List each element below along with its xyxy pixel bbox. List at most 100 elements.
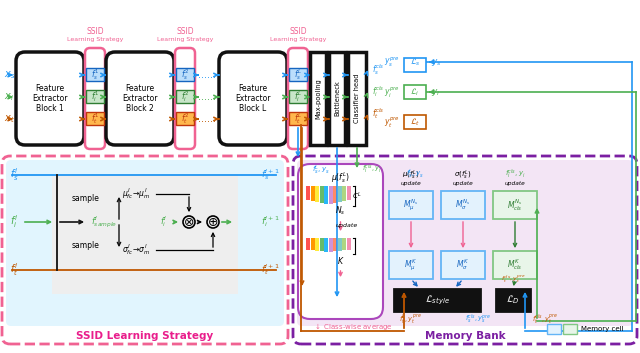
Text: $f_{sample}^l$: $f_{sample}^l$ xyxy=(91,214,117,230)
Text: $f_t^1$: $f_t^1$ xyxy=(91,112,99,126)
Text: $f_i^L$: $f_i^L$ xyxy=(294,90,302,104)
Bar xyxy=(324,238,328,252)
Bar xyxy=(86,112,104,125)
Bar xyxy=(176,90,194,103)
Text: $f_t^l$: $f_t^l$ xyxy=(10,262,19,279)
Bar xyxy=(86,68,104,81)
Bar xyxy=(389,251,433,279)
Text: $M_\mu^{N_s}$: $M_\mu^{N_s}$ xyxy=(403,197,419,213)
Text: $\mathcal{L}_s$: $\mathcal{L}_s$ xyxy=(410,56,420,68)
Text: sample: sample xyxy=(72,241,100,251)
Bar xyxy=(404,58,426,72)
Text: $f_s^{cls}, y_s^{pre}$: $f_s^{cls}, y_s^{pre}$ xyxy=(465,312,491,326)
Text: $\mathcal{L}_t$: $\mathcal{L}_t$ xyxy=(410,116,420,128)
Bar xyxy=(441,251,485,279)
Bar xyxy=(342,186,346,201)
Text: $\mu_{fc}^l \!\rightarrow\! \mu_m^l$: $\mu_{fc}^l \!\rightarrow\! \mu_m^l$ xyxy=(122,186,150,202)
Text: $f_i^l$: $f_i^l$ xyxy=(161,215,168,229)
Text: $\sigma(f_s^L)$: $\sigma(f_s^L)$ xyxy=(454,168,472,182)
Text: $\downarrow$ Class-wise average: $\downarrow$ Class-wise average xyxy=(313,321,393,331)
Bar xyxy=(86,90,104,103)
Text: Feature
Extractor
Block 2: Feature Extractor Block 2 xyxy=(122,84,157,113)
Text: $f_i^1$: $f_i^1$ xyxy=(91,90,99,104)
Text: $\sigma_{fc}^l \!\rightarrow\! \sigma_m^l$: $\sigma_{fc}^l \!\rightarrow\! \sigma_m^… xyxy=(122,243,150,257)
FancyBboxPatch shape xyxy=(16,52,84,145)
Text: $f_s^2$: $f_s^2$ xyxy=(181,67,189,83)
Text: $f_t^L, y_t^{pre}$: $f_t^L, y_t^{pre}$ xyxy=(399,312,422,325)
Text: $f_t^L$: $f_t^L$ xyxy=(294,112,302,126)
Bar xyxy=(333,238,337,251)
Text: update: update xyxy=(335,223,358,228)
Text: Memory Bank: Memory Bank xyxy=(425,331,506,341)
Text: Feature
Extractor
Block L: Feature Extractor Block L xyxy=(236,84,271,113)
Bar xyxy=(333,186,337,203)
Bar xyxy=(404,85,426,99)
Bar xyxy=(52,174,238,294)
Text: $M_\mu^K$: $M_\mu^K$ xyxy=(404,257,417,273)
FancyBboxPatch shape xyxy=(219,52,287,145)
FancyBboxPatch shape xyxy=(2,156,288,344)
Bar xyxy=(310,52,326,145)
Bar xyxy=(315,186,319,202)
Text: $f_s^l$: $f_s^l$ xyxy=(10,167,19,184)
Bar xyxy=(319,238,323,251)
Text: $f_t^{cls}, y_t^{pre}$: $f_t^{cls}, y_t^{pre}$ xyxy=(532,312,558,325)
Text: $C^L$: $C^L$ xyxy=(352,190,362,202)
Bar xyxy=(337,238,342,251)
Text: $f_i^{cls}, y_i$: $f_i^{cls}, y_i$ xyxy=(504,167,525,181)
Text: $N_s$: $N_s$ xyxy=(335,205,346,217)
Text: $\mathcal{L}_D$: $\mathcal{L}_D$ xyxy=(506,294,520,306)
Bar xyxy=(404,115,426,129)
Text: $x_s$: $x_s$ xyxy=(4,69,15,81)
Bar xyxy=(389,191,433,219)
Text: Feature
Extractor
Block 1: Feature Extractor Block 1 xyxy=(32,84,68,113)
Text: sample: sample xyxy=(72,194,100,203)
Bar xyxy=(289,112,307,125)
Text: $f_s^{cls}$: $f_s^{cls}$ xyxy=(372,62,384,77)
FancyBboxPatch shape xyxy=(298,164,383,319)
Text: Memory cell: Memory cell xyxy=(581,326,623,332)
Bar xyxy=(563,324,577,334)
Text: $f_s^L, y_s$: $f_s^L, y_s$ xyxy=(312,163,330,176)
Bar xyxy=(342,238,346,250)
Text: $f_s^L, y_s$: $f_s^L, y_s$ xyxy=(406,167,424,181)
Text: Learning Strategy: Learning Strategy xyxy=(270,37,326,42)
Bar xyxy=(289,90,307,103)
Text: ......: ...... xyxy=(198,70,216,80)
Text: $f_t^{l+1}$: $f_t^{l+1}$ xyxy=(261,263,280,277)
Bar xyxy=(346,186,351,201)
Bar xyxy=(176,112,194,125)
Text: $\otimes$: $\otimes$ xyxy=(183,215,195,228)
Bar xyxy=(337,186,342,202)
Text: $\oplus$: $\oplus$ xyxy=(207,215,219,228)
Bar xyxy=(547,324,561,334)
Text: $M_\sigma^K$: $M_\sigma^K$ xyxy=(456,258,470,273)
Text: $M_{cls}^K$: $M_{cls}^K$ xyxy=(507,258,523,273)
Bar xyxy=(310,238,314,250)
Text: Classifier head: Classifier head xyxy=(354,74,360,123)
FancyBboxPatch shape xyxy=(297,160,633,326)
Text: SSID Learning Strategy: SSID Learning Strategy xyxy=(76,331,214,341)
Bar xyxy=(319,186,323,203)
Bar xyxy=(496,289,530,311)
Text: Learning Strategy: Learning Strategy xyxy=(157,37,213,42)
FancyBboxPatch shape xyxy=(106,52,174,145)
Bar xyxy=(315,238,319,251)
Text: Bottleneck: Bottleneck xyxy=(334,80,340,116)
Text: SSID: SSID xyxy=(176,26,194,36)
Bar xyxy=(328,238,333,252)
Bar xyxy=(493,251,537,279)
Text: $M_\sigma^{N_s}$: $M_\sigma^{N_s}$ xyxy=(456,198,470,213)
Bar xyxy=(306,238,310,250)
Text: $f_i^{cls}$: $f_i^{cls}$ xyxy=(372,85,384,100)
Text: SSID: SSID xyxy=(289,26,307,36)
Bar xyxy=(394,289,480,311)
FancyBboxPatch shape xyxy=(293,156,637,344)
Text: $f_i^l$: $f_i^l$ xyxy=(10,214,18,231)
Text: ......: ...... xyxy=(198,92,216,102)
Bar xyxy=(324,186,328,204)
Text: $\mathcal{L}_{style}$: $\mathcal{L}_{style}$ xyxy=(424,293,449,307)
Text: Learning Strategy: Learning Strategy xyxy=(67,37,123,42)
Bar xyxy=(493,191,537,219)
Text: $\mathcal{L}_i$: $\mathcal{L}_i$ xyxy=(410,86,420,98)
